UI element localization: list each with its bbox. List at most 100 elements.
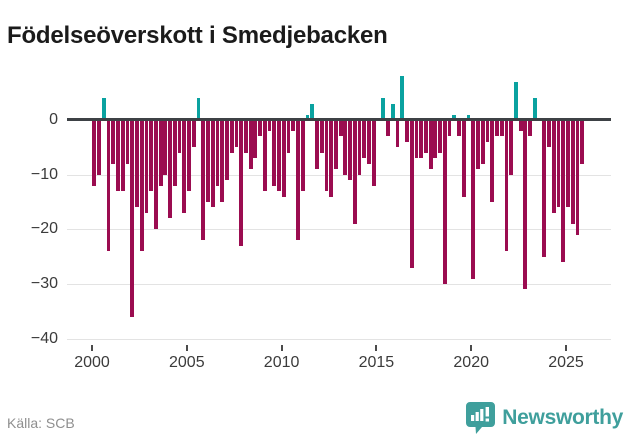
x-axis-tick-mark-2005: [185, 345, 188, 351]
bar-2021Q2: [495, 120, 499, 137]
x-axis-tick-label-2005: 2005: [169, 354, 205, 371]
y-axis-tick-label: −20: [30, 220, 58, 238]
bar-2009Q2: [267, 120, 272, 131]
bar-2006Q3: [215, 120, 220, 186]
bar-2003Q4: [163, 120, 168, 175]
bar-2021Q3: [499, 120, 504, 137]
gridline--30: [67, 283, 611, 285]
bar-2007Q4: [239, 120, 244, 246]
bar-2003Q2: [153, 120, 158, 230]
bar-2021Q1: [490, 120, 495, 202]
bar-2018Q3: [442, 120, 447, 284]
bar-2019Q2: [457, 120, 461, 137]
bar-chart-plot-area: 0 −10 −20 −30 −40 2000 2005 2010 2015 2020 2025: [30, 76, 611, 371]
bar-2007Q1: [225, 120, 229, 181]
bar-2009Q1: [262, 120, 267, 192]
y-axis-tick-label: −40: [30, 329, 58, 347]
bar-2017Q3: [423, 120, 428, 153]
bar-2018Q2: [438, 120, 442, 153]
bar-2017Q4: [428, 120, 433, 170]
bar-2003Q1: [149, 120, 154, 192]
bar-2011Q1: [300, 120, 305, 192]
bar-2000Q2: [97, 120, 101, 175]
bar-2013Q1: [338, 120, 343, 137]
bar-2014Q2: [362, 120, 367, 159]
bar-2001Q4: [125, 120, 130, 164]
newsworthy-wordmark: Newsworthy: [502, 405, 623, 429]
x-axis-tick-label-2025: 2025: [548, 354, 584, 371]
x-axis-tick-label-2020: 2020: [453, 354, 489, 371]
bar-2008Q1: [243, 120, 248, 153]
bar-2012Q2: [324, 120, 329, 192]
bar-2024Q2: [551, 120, 556, 213]
bar-2024Q3: [556, 120, 561, 208]
bar-2012Q3: [329, 120, 334, 197]
bar-2014Q1: [357, 120, 362, 175]
bar-2018Q4: [447, 120, 452, 137]
bar-2002Q4: [144, 120, 149, 213]
bar-2014Q3: [367, 120, 371, 164]
bar-2016Q2: [400, 76, 405, 120]
bar-2012Q1: [319, 120, 324, 153]
newsworthy-logo: Newsworthy: [465, 401, 623, 434]
bar-2010Q1: [281, 120, 286, 197]
x-axis-tick-mark-2025: [565, 345, 567, 351]
bar-2019Q1: [452, 114, 457, 120]
source-attribution: Källa: SCB: [7, 415, 75, 431]
bar-2015Q4: [390, 103, 395, 120]
y-axis-tick-label: 0: [49, 111, 58, 128]
gridline--40: [67, 338, 611, 340]
bar-2024Q1: [547, 120, 551, 148]
bar-2022Q1: [509, 120, 514, 175]
bar-2018Q1: [433, 120, 438, 159]
bar-2016Q3: [405, 120, 409, 142]
bar-2019Q3: [461, 120, 466, 197]
bar-2006Q2: [210, 120, 215, 208]
bar-2025Q2: [570, 120, 575, 224]
x-axis-tick-label-2015: 2015: [358, 354, 395, 371]
bar-2012Q4: [333, 120, 338, 170]
bar-2010Q3: [291, 120, 296, 131]
bar-2020Q2: [476, 120, 480, 170]
zero-axis-line: [67, 118, 611, 121]
bar-2017Q1: [414, 120, 419, 159]
bar-2001Q2: [116, 120, 120, 192]
bar-2020Q3: [480, 120, 485, 164]
bar-2005Q2: [191, 120, 196, 148]
bar-2001Q1: [111, 120, 116, 164]
bar-2014Q4: [371, 120, 376, 186]
bar-2007Q3: [234, 120, 239, 148]
bar-2010Q4: [296, 120, 300, 241]
x-axis-tick-label-2000: 2000: [74, 354, 110, 371]
bar-2013Q4: [352, 120, 357, 224]
bar-2022Q4: [523, 120, 528, 290]
bar-2004Q4: [182, 120, 187, 213]
bar-2009Q3: [272, 120, 277, 186]
bar-2011Q3: [310, 103, 315, 120]
bar-2022Q2: [513, 81, 518, 120]
bar-2007Q2: [229, 120, 234, 153]
bar-2024Q4: [561, 120, 566, 263]
bar-2011Q4: [315, 120, 319, 170]
bar-2004Q3: [177, 120, 182, 153]
bar-2023Q1: [528, 120, 532, 137]
bar-2020Q1: [471, 120, 476, 279]
bar-2006Q4: [220, 120, 225, 202]
x-axis-tick-mark-2020: [470, 345, 473, 351]
bar-2025Q1: [566, 120, 570, 208]
bar-2016Q1: [395, 120, 400, 148]
bar-2013Q2: [343, 120, 348, 175]
gridline--20: [67, 229, 611, 231]
bar-2023Q4: [542, 120, 547, 257]
bar-2025Q4: [580, 120, 585, 164]
bar-2011Q2: [305, 114, 310, 120]
bar-2023Q2: [532, 98, 537, 120]
bar-2005Q4: [201, 120, 206, 241]
bar-2009Q4: [277, 120, 281, 192]
bar-2019Q4: [466, 114, 471, 120]
bar-2010Q2: [286, 120, 291, 153]
bar-2002Q2: [135, 120, 139, 208]
gridline--10: [67, 174, 611, 176]
bar-2005Q3: [196, 98, 201, 120]
